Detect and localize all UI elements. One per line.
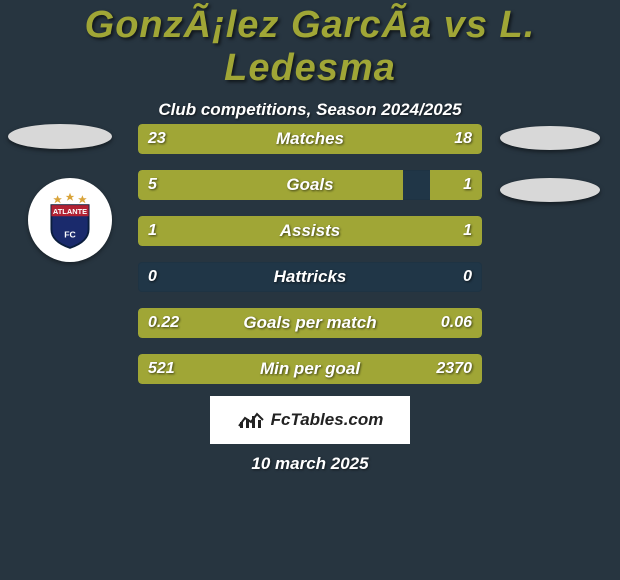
stat-value-left: 0.22 — [148, 308, 179, 338]
crest-stars — [53, 193, 86, 204]
footer-text: FcTables.com — [271, 410, 384, 430]
stat-value-left: 23 — [148, 124, 166, 154]
stat-value-right: 0.06 — [441, 308, 472, 338]
player-badge-left — [8, 124, 112, 149]
stat-label: Min per goal — [138, 354, 482, 384]
stat-label: Goals — [138, 170, 482, 200]
footer-chart-icon — [237, 410, 265, 430]
stat-value-right: 0 — [463, 262, 472, 292]
crest-svg: ATLANTE FC — [39, 189, 101, 251]
stat-value-right: 1 — [463, 170, 472, 200]
stat-value-right: 1 — [463, 216, 472, 246]
stat-label: Hattricks — [138, 262, 482, 292]
stat-row: Assists1 1 — [138, 216, 482, 246]
crest-text-top: ATLANTE — [53, 207, 87, 216]
page-title: GonzÃ¡lez GarcÃ­a vs L. Ledesma — [0, 0, 620, 90]
stats-bars: Matches2318Goals51Assists11Hattricks00Go… — [138, 124, 482, 400]
subtitle: Club competitions, Season 2024/2025 — [0, 100, 620, 120]
player-badge-right-2 — [500, 178, 600, 202]
crest-text-bottom: FC — [64, 229, 76, 239]
stat-label: Goals per match — [138, 308, 482, 338]
stat-value-right: 2370 — [436, 354, 472, 384]
player-badge-right-1 — [500, 126, 600, 150]
stat-value-left: 0 — [148, 262, 157, 292]
stat-row: Goals5 1 — [138, 170, 482, 200]
stat-label: Matches — [138, 124, 482, 154]
stat-row: Goals per match0.22 0.06 — [138, 308, 482, 338]
stat-value-left: 5 — [148, 170, 157, 200]
stat-row: Min per goal521 2370 — [138, 354, 482, 384]
stat-label: Assists — [138, 216, 482, 246]
date-label: 10 march 2025 — [0, 454, 620, 474]
stat-value-left: 1 — [148, 216, 157, 246]
stat-row: Matches23 18 — [138, 124, 482, 154]
stat-value-right: 18 — [454, 124, 472, 154]
club-crest: ATLANTE FC — [28, 178, 112, 262]
footer-logo: FcTables.com — [210, 396, 410, 444]
stat-row: Hattricks0 0 — [138, 262, 482, 292]
stat-value-left: 521 — [148, 354, 175, 384]
